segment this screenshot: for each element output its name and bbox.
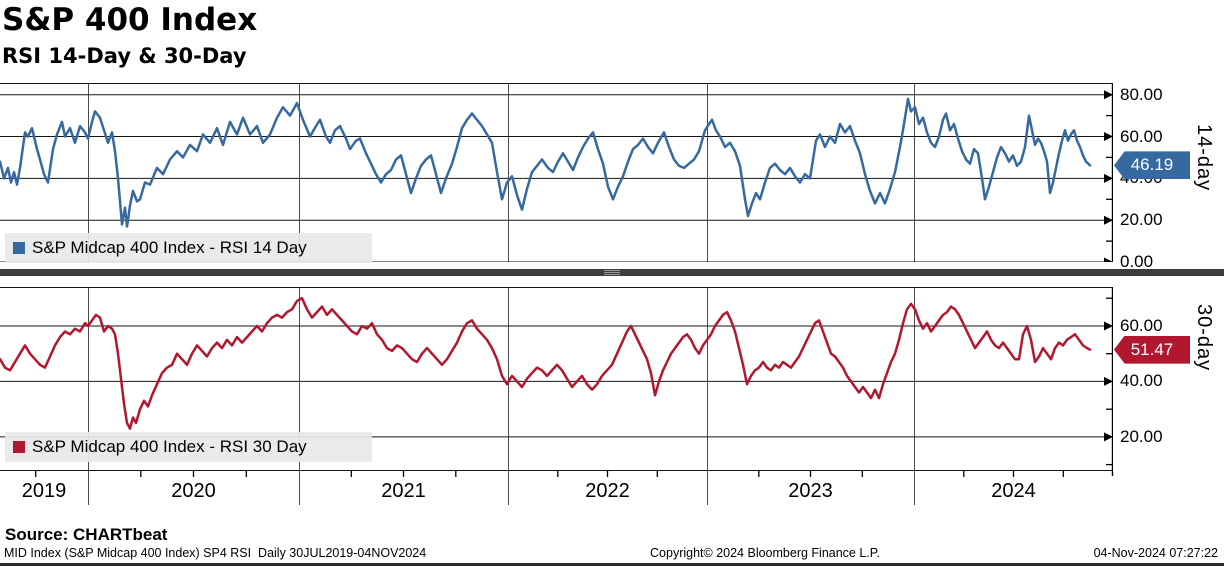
y-axis-tick-label: 60.00 — [1120, 315, 1163, 335]
timestamp: 04-Nov-2024 07:27:22 — [1093, 546, 1218, 560]
x-axis-year-label: 2023 — [788, 480, 833, 502]
rsi-30day-chart[interactable] — [0, 287, 1113, 471]
tick-arrow-icon — [1104, 376, 1113, 386]
copyright-text: Copyright© 2024 Bloomberg Finance L.P. — [650, 546, 880, 560]
tick-arrow-icon — [1104, 132, 1113, 141]
x-axis-year-label: 2019 — [21, 480, 67, 502]
rsi-line — [0, 296, 1092, 430]
panel-splitter[interactable] — [0, 269, 1224, 276]
rsi-line — [0, 97, 1092, 228]
page-title: S&P 400 Index — [2, 2, 258, 38]
y-axis-title-14day: 14-day — [1193, 124, 1215, 192]
tick-arrow-icon — [1104, 257, 1113, 262]
tick-arrow-icon — [1104, 321, 1113, 331]
rsi-14day-chart[interactable] — [0, 83, 1113, 262]
x-axis-year-label: 2020 — [171, 480, 216, 502]
y-axis-title-30day: 30-day — [1193, 304, 1215, 372]
legend-label: S&P Midcap 400 Index - RSI 14 Day — [32, 238, 307, 257]
y-axis-tick-label: 40.00 — [1120, 371, 1163, 391]
legend-rsi-14day[interactable]: S&P Midcap 400 Index - RSI 14 Day — [5, 233, 372, 263]
tick-arrow-icon — [1104, 215, 1113, 225]
security-description: MID Index (S&P Midcap 400 Index) SP4 RSI… — [4, 546, 427, 560]
y-axis-tick-label: 20.00 — [1120, 210, 1163, 230]
page-subtitle: RSI 14-Day & 30-Day — [2, 44, 247, 68]
splitter-grip-icon[interactable] — [604, 270, 620, 275]
x-axis — [35, 471, 1114, 505]
last-value-tag-30day: 51.47 — [1114, 335, 1190, 364]
x-axis-year-label: 2022 — [585, 480, 630, 502]
legend-rsi-30day[interactable]: S&P Midcap 400 Index - RSI 30 Day — [5, 432, 372, 462]
y-axis-tick-label: 20.00 — [1120, 426, 1163, 446]
last-value-tag-14day: 46.19 — [1114, 151, 1190, 180]
tick-arrow-icon — [1104, 90, 1113, 100]
y-axis-tick-label: 80.00 — [1120, 84, 1163, 104]
tick-arrow-icon — [1104, 432, 1113, 442]
x-axis-year-label: 2024 — [991, 480, 1036, 502]
legend-swatch-blue — [13, 242, 25, 254]
legend-label: S&P Midcap 400 Index - RSI 30 Day — [32, 437, 307, 456]
tick-arrow-icon — [1104, 173, 1113, 183]
x-axis-year-label: 2021 — [381, 480, 426, 502]
y-axis-tick-label: 0.00 — [1120, 252, 1154, 271]
y-axis-tick-label: 60.00 — [1120, 126, 1163, 146]
bottom-divider — [0, 563, 1224, 566]
source-text: Source: CHARTbeat — [5, 525, 168, 544]
legend-swatch-red — [13, 441, 25, 453]
